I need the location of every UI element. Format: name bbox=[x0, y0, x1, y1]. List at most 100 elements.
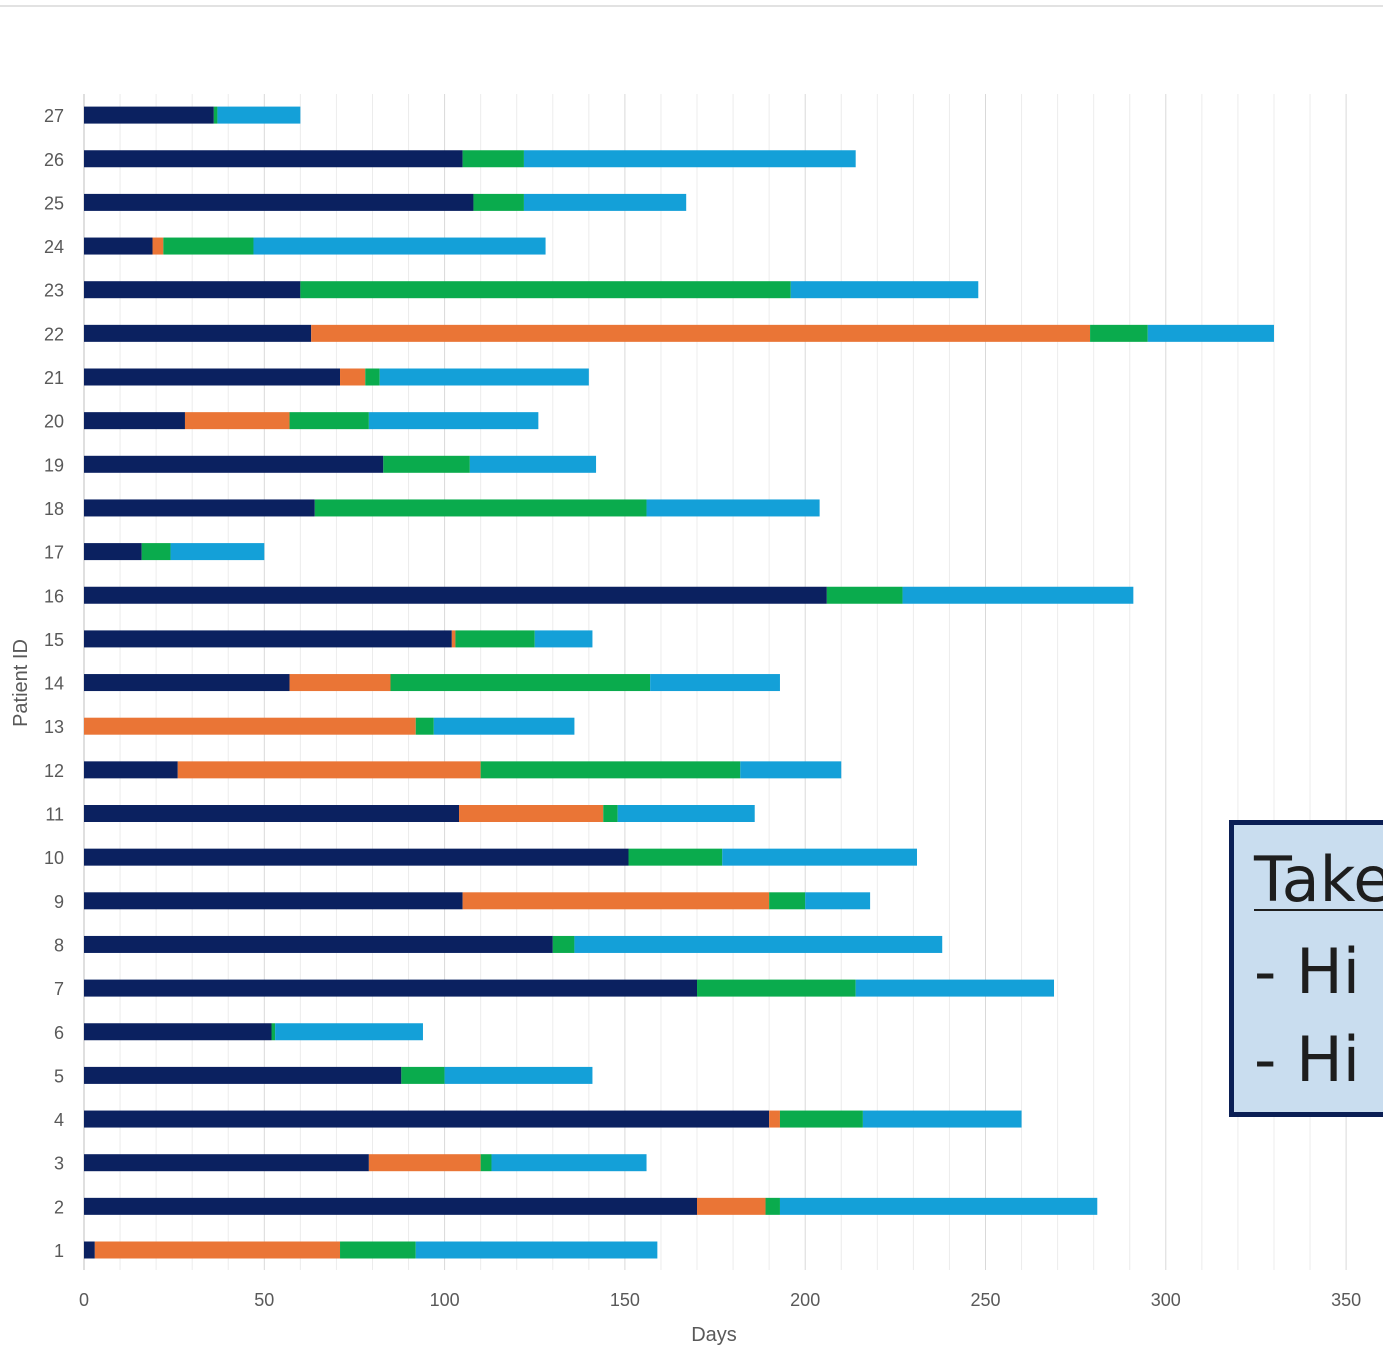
y-tick-label: 27 bbox=[44, 106, 64, 126]
bar-segment bbox=[365, 368, 380, 386]
bar-segment bbox=[523, 193, 687, 211]
bar-segment bbox=[84, 935, 553, 953]
y-tick-label: 3 bbox=[54, 1154, 64, 1174]
bar-segment bbox=[311, 324, 1091, 342]
y-tick-label: 15 bbox=[44, 630, 64, 650]
bar-segment bbox=[84, 1197, 698, 1215]
y-tick-label: 10 bbox=[44, 848, 64, 868]
bar-segment bbox=[779, 1197, 1098, 1215]
y-tick-label: 8 bbox=[54, 935, 64, 955]
y-tick-label: 25 bbox=[44, 193, 64, 213]
bar-segment bbox=[271, 1023, 276, 1041]
bar-segment bbox=[855, 979, 1055, 997]
bar-segment bbox=[826, 586, 903, 604]
y-tick-label: 19 bbox=[44, 455, 64, 475]
y-tick-label: 24 bbox=[44, 237, 64, 257]
y-tick-label: 20 bbox=[44, 412, 64, 432]
takeaways-callout: Take - Hi - Hi bbox=[1229, 820, 1383, 1117]
y-tick-label: 16 bbox=[44, 586, 64, 606]
y-tick-label: 17 bbox=[44, 543, 64, 563]
bar-segment bbox=[300, 281, 791, 299]
bar-segment bbox=[289, 674, 391, 692]
bar-segment bbox=[84, 717, 416, 735]
bar-segment bbox=[84, 674, 290, 692]
bar-segment bbox=[368, 1154, 481, 1172]
bar-segment bbox=[84, 543, 142, 561]
callout-bullet-2: - Hi bbox=[1254, 1023, 1360, 1096]
bar-segment bbox=[213, 106, 218, 124]
bar-segment bbox=[340, 1241, 416, 1259]
bar-segment bbox=[84, 1023, 272, 1041]
bar-segment bbox=[473, 193, 524, 211]
bar-segment bbox=[84, 150, 463, 168]
y-tick-label: 4 bbox=[54, 1110, 64, 1130]
bar-segment bbox=[84, 281, 301, 299]
y-tick-label: 5 bbox=[54, 1066, 64, 1086]
bar-segment bbox=[415, 717, 434, 735]
y-axis-label: Patient ID bbox=[10, 639, 32, 727]
bar-segment bbox=[1090, 324, 1148, 342]
bar-segment bbox=[94, 1241, 341, 1259]
bar-segment bbox=[697, 1197, 766, 1215]
bar-segment bbox=[163, 237, 254, 255]
bar-segment bbox=[769, 892, 806, 910]
bar-segment bbox=[805, 892, 871, 910]
y-tick-label: 14 bbox=[44, 674, 64, 694]
bar-segment bbox=[433, 717, 575, 735]
y-tick-label: 1 bbox=[54, 1241, 64, 1261]
bar-segment bbox=[84, 1066, 402, 1084]
bar-segment bbox=[84, 1154, 369, 1172]
bar-segment bbox=[170, 543, 265, 561]
bar-segment bbox=[383, 455, 470, 473]
bar-segment bbox=[84, 761, 178, 779]
bar-segment bbox=[523, 150, 856, 168]
bar-segment bbox=[902, 586, 1134, 604]
bar-segment bbox=[401, 1066, 445, 1084]
bar-segment bbox=[84, 1110, 770, 1128]
y-tick-label: 21 bbox=[44, 368, 64, 388]
bar-segment bbox=[84, 848, 629, 866]
bar-segment bbox=[84, 237, 153, 255]
bar-segment bbox=[184, 412, 290, 430]
bar-segment bbox=[177, 761, 481, 779]
y-tick-label: 9 bbox=[54, 892, 64, 912]
bar-segment bbox=[1147, 324, 1274, 342]
bar-segment bbox=[84, 630, 452, 648]
y-tick-labels: 1234567891011121314151617181920212223242… bbox=[44, 106, 64, 1261]
bar-segment bbox=[722, 848, 917, 866]
bar-segment bbox=[650, 674, 780, 692]
bar-segment bbox=[84, 979, 698, 997]
x-tick-label: 50 bbox=[254, 1290, 274, 1310]
bar-segment bbox=[697, 979, 856, 997]
bar-segment bbox=[740, 761, 842, 779]
bar-segment bbox=[275, 1023, 423, 1041]
bar-segment bbox=[862, 1110, 1022, 1128]
x-tick-label: 0 bbox=[79, 1290, 89, 1310]
bar-segment bbox=[534, 630, 593, 648]
bar-segment bbox=[628, 848, 723, 866]
bar-segment bbox=[765, 1197, 780, 1215]
bar-segment bbox=[455, 630, 535, 648]
bar-segment bbox=[289, 412, 369, 430]
bar-segment bbox=[84, 805, 460, 822]
callout-title: Take bbox=[1254, 843, 1383, 916]
x-tick-label: 200 bbox=[790, 1290, 820, 1310]
bar-segment bbox=[459, 805, 604, 822]
bar-segment bbox=[84, 499, 315, 517]
y-tick-label: 23 bbox=[44, 281, 64, 301]
x-tick-label: 300 bbox=[1151, 1290, 1181, 1310]
callout-bullet-1: - Hi bbox=[1254, 935, 1360, 1008]
y-tick-label: 6 bbox=[54, 1023, 64, 1043]
x-tick-label: 250 bbox=[970, 1290, 1000, 1310]
bar-segment bbox=[790, 281, 979, 299]
bar-segment bbox=[390, 674, 651, 692]
x-axis-label: Days bbox=[691, 1324, 737, 1346]
bar-segment bbox=[152, 237, 164, 255]
y-tick-label: 12 bbox=[44, 761, 64, 781]
bar-segment bbox=[217, 106, 301, 124]
bar-segment bbox=[769, 1110, 780, 1128]
bar-segment bbox=[462, 892, 770, 910]
x-tick-label: 350 bbox=[1331, 1290, 1361, 1310]
bar-segment bbox=[84, 324, 312, 342]
bar-segment bbox=[84, 586, 827, 604]
